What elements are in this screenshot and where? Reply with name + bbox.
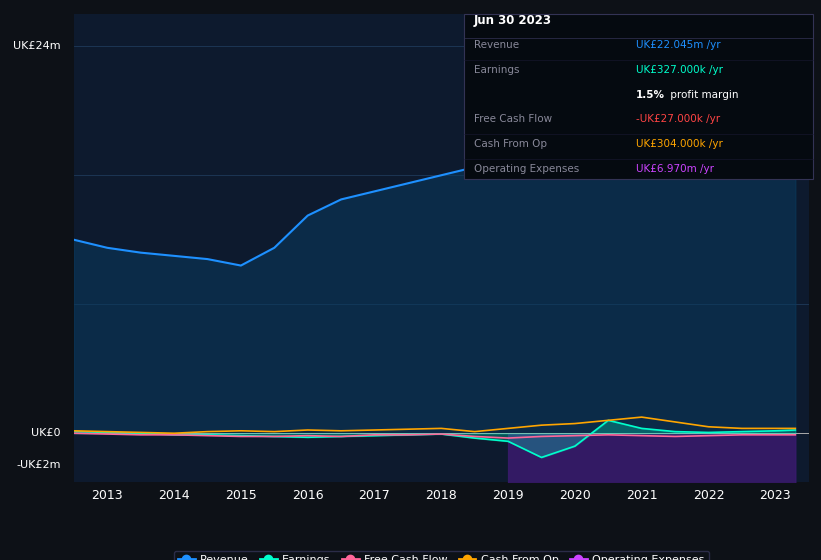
Text: Earnings: Earnings bbox=[474, 65, 519, 75]
Text: profit margin: profit margin bbox=[667, 90, 739, 100]
Text: -UK£2m: -UK£2m bbox=[16, 460, 61, 470]
Text: Free Cash Flow: Free Cash Flow bbox=[474, 114, 552, 124]
Text: Jun 30 2023: Jun 30 2023 bbox=[474, 14, 552, 27]
Text: Revenue: Revenue bbox=[474, 40, 519, 50]
Text: Cash From Op: Cash From Op bbox=[474, 139, 547, 149]
Text: 1.5%: 1.5% bbox=[636, 90, 665, 100]
Text: UK£327.000k /yr: UK£327.000k /yr bbox=[636, 65, 723, 75]
Text: UK£24m: UK£24m bbox=[13, 41, 61, 52]
Text: -UK£27.000k /yr: -UK£27.000k /yr bbox=[636, 114, 720, 124]
Text: UK£0: UK£0 bbox=[31, 428, 61, 438]
Text: UK£6.970m /yr: UK£6.970m /yr bbox=[636, 164, 714, 174]
Text: UK£22.045m /yr: UK£22.045m /yr bbox=[636, 40, 721, 50]
Legend: Revenue, Earnings, Free Cash Flow, Cash From Op, Operating Expenses: Revenue, Earnings, Free Cash Flow, Cash … bbox=[173, 550, 709, 560]
Text: Operating Expenses: Operating Expenses bbox=[474, 164, 579, 174]
Text: UK£304.000k /yr: UK£304.000k /yr bbox=[636, 139, 723, 149]
